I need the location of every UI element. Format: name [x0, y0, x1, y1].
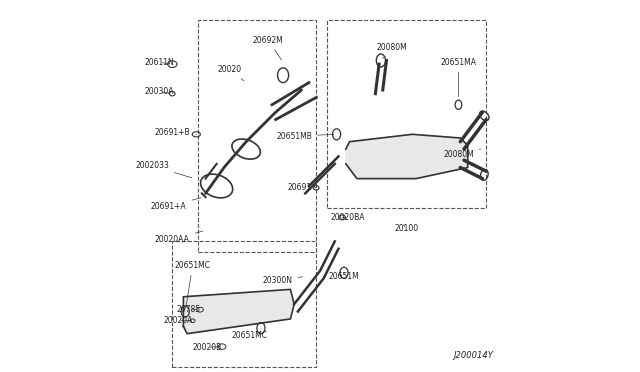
Text: 20651MC: 20651MC	[175, 261, 211, 309]
Text: 20651MB: 20651MB	[276, 132, 334, 141]
Text: 20020: 20020	[218, 65, 244, 81]
Text: 20692M: 20692M	[253, 36, 284, 60]
Text: 20020AA: 20020AA	[155, 231, 203, 244]
Text: 20651MA: 20651MA	[440, 58, 476, 96]
Text: 20080M: 20080M	[376, 43, 408, 58]
Text: 20651MC: 20651MC	[232, 328, 268, 340]
Polygon shape	[346, 134, 468, 179]
Text: 20611N: 20611N	[145, 58, 174, 67]
Text: 20691: 20691	[287, 183, 316, 192]
Text: 20020BA: 20020BA	[330, 213, 365, 222]
Text: J200014Y: J200014Y	[454, 350, 493, 359]
Polygon shape	[184, 289, 294, 334]
Text: 2002033: 2002033	[135, 161, 192, 178]
Text: 20020A: 20020A	[163, 316, 193, 325]
Text: 20785: 20785	[177, 305, 201, 314]
Text: 20691+A: 20691+A	[151, 198, 201, 211]
Text: 20030A: 20030A	[145, 87, 174, 96]
Text: 20080M: 20080M	[443, 149, 481, 159]
Text: 20300N: 20300N	[262, 276, 303, 285]
Text: 20651M: 20651M	[328, 272, 360, 281]
Text: 20100: 20100	[395, 224, 419, 233]
Text: 20691+B: 20691+B	[154, 128, 196, 137]
Text: 20020B: 20020B	[193, 343, 222, 352]
